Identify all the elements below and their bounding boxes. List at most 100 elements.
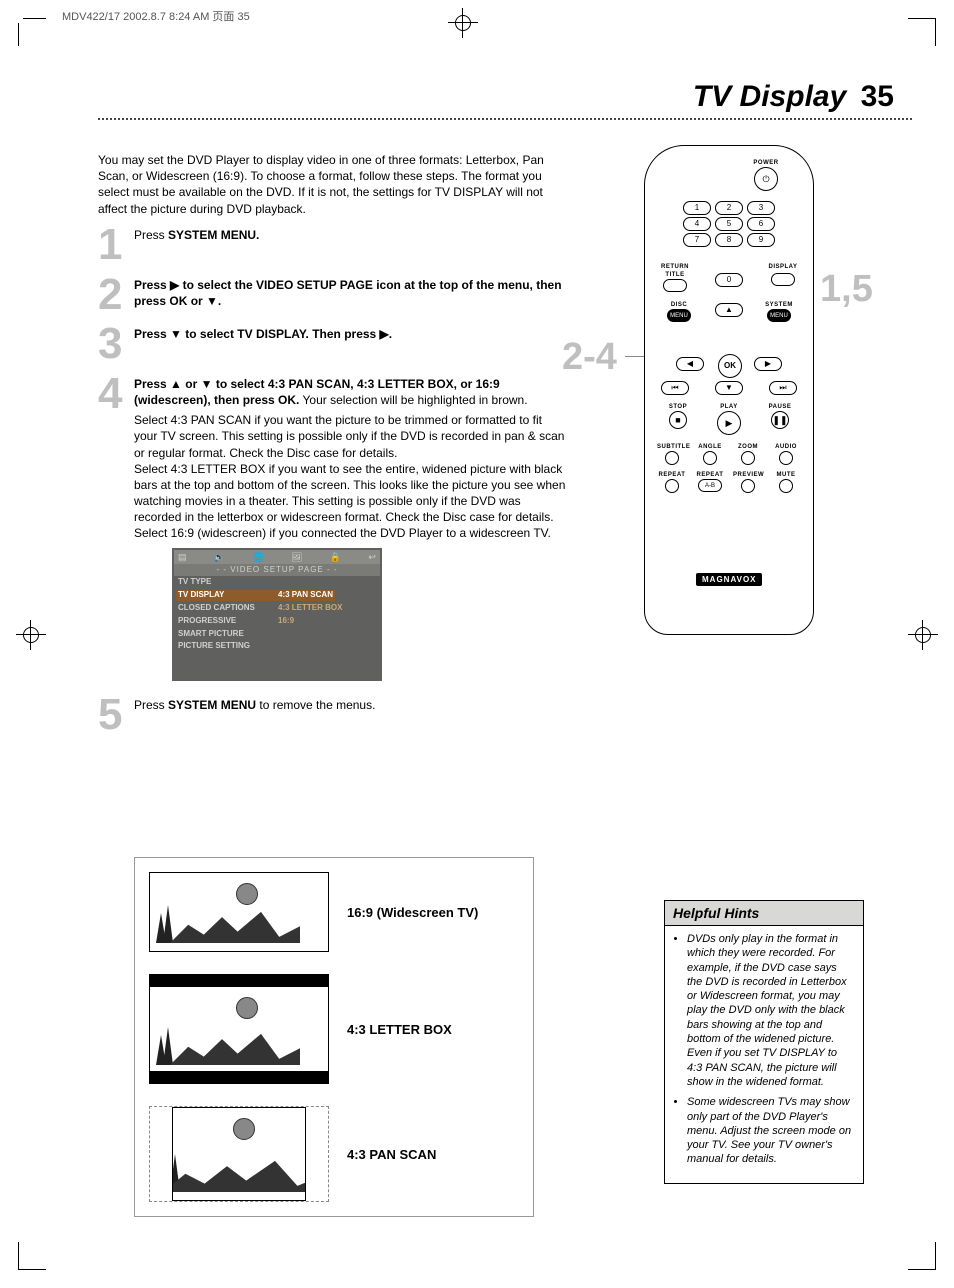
angle-button[interactable] <box>703 451 717 465</box>
repeat-button[interactable] <box>665 479 679 493</box>
right-button[interactable]: ▶ <box>754 357 782 371</box>
panscan-illustration <box>149 1106 329 1202</box>
remote-body: POWER ⏻ 123 456 789 RETURN DISPLAY TITLE… <box>644 145 814 635</box>
osd-row: CLOSED CAPTIONS4:3 LETTER BOX <box>174 602 380 615</box>
down-arrow-icon: ▼ <box>170 327 182 341</box>
osd-icon: 🌐 <box>252 551 263 563</box>
subtitle-button[interactable] <box>665 451 679 465</box>
up-arrow-icon: ▲ <box>170 377 182 391</box>
preview-button[interactable] <box>741 479 755 493</box>
digit-8-button[interactable]: 8 <box>715 233 743 247</box>
title-button[interactable] <box>663 279 687 292</box>
format-examples-box: 16:9 (Widescreen TV) 4:3 LETTER BOX 4:3 … <box>134 857 534 1217</box>
left-button[interactable]: ◀ <box>676 357 704 371</box>
down-button[interactable]: ▼ <box>715 381 743 395</box>
digit-7-button[interactable]: 7 <box>683 233 711 247</box>
osd-icon: 🖼 <box>291 551 302 563</box>
digit-3-button[interactable]: 3 <box>747 201 775 215</box>
hints-title: Helpful Hints <box>665 901 863 926</box>
step-number: 3 <box>98 324 134 364</box>
play-button[interactable]: ▶ <box>717 411 741 435</box>
digit-2-button[interactable]: 2 <box>715 201 743 215</box>
mute-label: MUTE <box>771 472 801 478</box>
osd-icon: ▤ <box>178 551 187 563</box>
step-body: Press ▼ to select TV DISPLAY. Then press… <box>134 324 392 364</box>
crop-mark <box>18 18 46 46</box>
system-menu-button[interactable]: MENU <box>767 309 791 322</box>
brand-label: MAGNAVOX <box>696 573 762 586</box>
power-button[interactable]: ⏻ <box>754 167 778 191</box>
mute-button[interactable] <box>779 479 793 493</box>
title-divider <box>98 118 912 120</box>
callout-1-5: 1,5 <box>820 268 873 311</box>
helpful-hints-box: Helpful Hints DVDs only play in the form… <box>664 900 864 1184</box>
step-number: 4 <box>98 374 134 681</box>
down-arrow-icon: ▼ <box>206 294 218 308</box>
subtitle-label: SUBTITLE <box>657 444 687 450</box>
callout-2-4: 2-4 <box>562 336 617 379</box>
osd-row: TV TYPE <box>174 576 380 589</box>
digit-4-button[interactable]: 4 <box>683 217 711 231</box>
hint-item: Some widescreen TVs may show only part o… <box>687 1095 853 1166</box>
step-1: 1 Press SYSTEM MENU. <box>98 225 568 265</box>
crop-mark <box>908 18 936 46</box>
audio-button[interactable] <box>779 451 793 465</box>
format-label: 4:3 LETTER BOX <box>347 1022 452 1037</box>
remote-diagram: POWER ⏻ 123 456 789 RETURN DISPLAY TITLE… <box>644 145 814 645</box>
display-label: DISPLAY <box>767 264 799 270</box>
zoom-label: ZOOM <box>733 444 763 450</box>
next-button[interactable]: ⏭ <box>769 381 797 395</box>
pause-label: PAUSE <box>765 404 795 410</box>
osd-row: PROGRESSIVE16:9 <box>174 615 380 628</box>
page-number: 35 <box>861 80 894 113</box>
step4-para1: Select 4:3 PAN SCAN if you want the pict… <box>134 412 568 461</box>
registration-mark <box>908 620 938 650</box>
down-arrow-icon: ▼ <box>201 377 213 391</box>
right-arrow-icon: ▶ <box>170 278 179 292</box>
step4-para3: Select 16:9 (widescreen) if you connecte… <box>134 525 568 541</box>
step-2: 2 Press ▶ to select the VIDEO SETUP PAGE… <box>98 275 568 315</box>
disc-menu-button[interactable]: MENU <box>667 309 691 322</box>
osd-icon: 🔒 <box>330 551 341 563</box>
system-label: SYSTEM <box>759 302 799 308</box>
format-row-panscan: 4:3 PAN SCAN <box>149 1106 519 1202</box>
preview-label: PREVIEW <box>733 472 763 478</box>
step-number: 1 <box>98 225 134 265</box>
repeat-ab-button[interactable]: A-B <box>698 479 722 492</box>
hint-item: DVDs only play in the format in which th… <box>687 932 853 1089</box>
digit-5-button[interactable]: 5 <box>715 217 743 231</box>
format-row-letterbox: 4:3 LETTER BOX <box>149 974 519 1084</box>
digit-9-button[interactable]: 9 <box>747 233 775 247</box>
zoom-button[interactable] <box>741 451 755 465</box>
play-label: PLAY <box>714 404 744 410</box>
stop-label: STOP <box>663 404 693 410</box>
ok-button[interactable]: OK <box>718 354 742 378</box>
stop-button[interactable]: ■ <box>669 411 687 429</box>
osd-row: PICTURE SETTING <box>174 640 380 653</box>
page-title: TV Display 35 <box>693 80 894 114</box>
digit-6-button[interactable]: 6 <box>747 217 775 231</box>
pause-button[interactable]: ❚❚ <box>771 411 789 429</box>
crop-mark <box>908 1242 936 1270</box>
digit-0-button[interactable]: 0 <box>715 273 743 287</box>
registration-mark <box>16 620 46 650</box>
step-body: Press SYSTEM MENU to remove the menus. <box>134 695 375 735</box>
disc-label: DISC <box>659 302 699 308</box>
osd-row: SMART PICTURE <box>174 628 380 641</box>
digit-1-button[interactable]: 1 <box>683 201 711 215</box>
angle-label: ANGLE <box>695 444 725 450</box>
osd-icon-bar: ▤ 🔈 🌐 🖼 🔒 ↩ <box>174 550 380 564</box>
display-button[interactable] <box>771 273 795 286</box>
osd-icon: ↩ <box>368 551 376 563</box>
prev-button[interactable]: ⏮ <box>661 381 689 395</box>
steps-list: 1 Press SYSTEM MENU. 2 Press ▶ to select… <box>98 225 568 745</box>
osd-row: TV DISPLAY4:3 PAN SCAN <box>174 589 380 602</box>
return-label: RETURN <box>659 264 691 270</box>
step-5: 5 Press SYSTEM MENU to remove the menus. <box>98 695 568 735</box>
step-3: 3 Press ▼ to select TV DISPLAY. Then pre… <box>98 324 568 364</box>
audio-label: AUDIO <box>771 444 801 450</box>
up-button[interactable]: ▲ <box>715 303 743 317</box>
repeat-ab-label: REPEAT <box>695 472 725 478</box>
step-body: Press ▶ to select the VIDEO SETUP PAGE i… <box>134 275 568 315</box>
doc-meta: MDV422/17 2002.8.7 8:24 AM 页面 35 <box>62 8 250 24</box>
